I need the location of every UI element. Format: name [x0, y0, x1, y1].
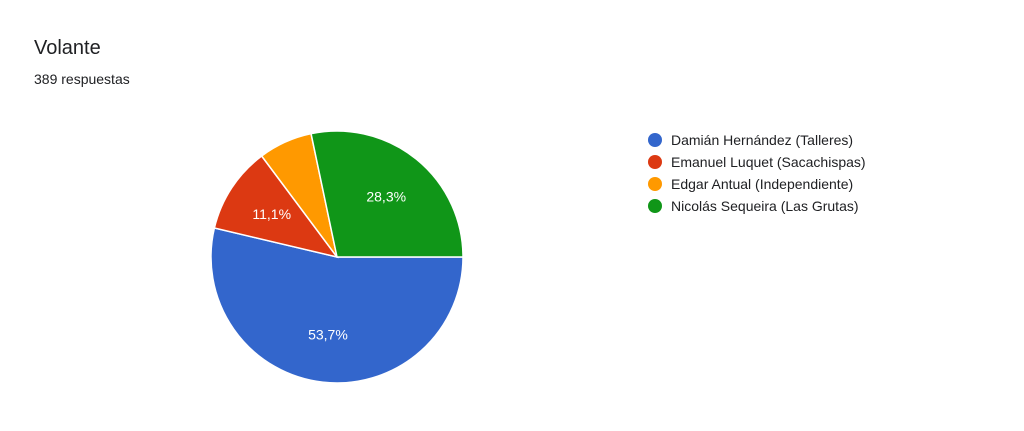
pie-slice-label-0: 53,7%: [308, 327, 348, 343]
legend-item: Nicolás Sequeira (Las Grutas): [648, 195, 866, 217]
legend-swatch: [648, 155, 662, 169]
pie-labels: 53,7% 11,1% 28,3%: [252, 188, 406, 342]
legend-label: Nicolás Sequeira (Las Grutas): [671, 198, 859, 214]
legend-item: Edgar Antual (Independiente): [648, 173, 866, 195]
legend-swatch: [648, 177, 662, 191]
pie-slices: [210, 130, 464, 384]
legend-swatch: [648, 199, 662, 213]
legend-item: Emanuel Luquet (Sacachispas): [648, 151, 866, 173]
pie-slice-0: [210, 227, 464, 384]
legend-item: Damián Hernández (Talleres): [648, 129, 866, 151]
chart-title: Volante: [34, 37, 101, 59]
pie-slice-label-1: 11,1%: [252, 206, 291, 222]
legend-label: Edgar Antual (Independiente): [671, 176, 854, 192]
legend-label: Emanuel Luquet (Sacachispas): [671, 154, 866, 170]
pie-slice-label-3: 28,3%: [366, 188, 406, 204]
legend-label: Damián Hernández (Talleres): [671, 132, 854, 148]
legend-swatch: [648, 133, 662, 147]
pie-slice-3: [310, 130, 464, 258]
pie-slice-1: [213, 154, 339, 259]
response-count: 389 respuestas: [34, 71, 130, 87]
chart-legend: Damián Hernández (Talleres) Emanuel Luque…: [648, 129, 866, 217]
